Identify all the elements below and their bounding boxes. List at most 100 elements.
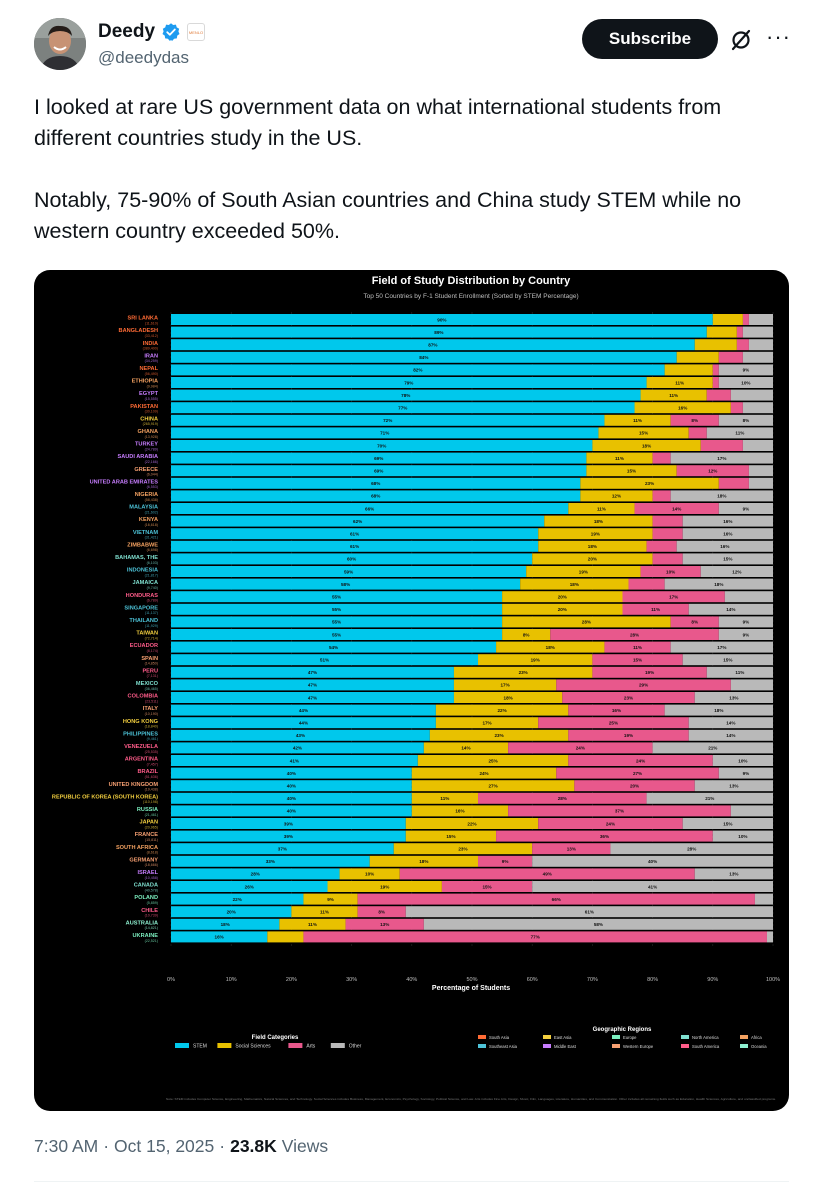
bar-segment <box>171 792 412 804</box>
bar-data-label: 17% <box>669 595 678 600</box>
bar-data-label: 36% <box>600 834 609 839</box>
bar-segment <box>766 931 773 943</box>
bar-data-label: 20% <box>558 595 567 600</box>
bar-data-label: 11% <box>440 796 449 801</box>
avatar[interactable] <box>34 18 86 70</box>
bar-data-label: 26% <box>245 884 254 889</box>
bar-segment <box>532 881 773 892</box>
country-label: NEPAL <box>139 366 158 372</box>
bar-segment <box>532 843 611 855</box>
tweet-time[interactable]: 7:30 AM <box>34 1135 99 1156</box>
legend-swatch <box>612 1044 620 1048</box>
bar-segment <box>267 931 304 943</box>
country-count-label: (18,840) <box>145 725 158 729</box>
bar-data-label: 40% <box>287 796 296 801</box>
bar-data-label: 25% <box>488 758 497 763</box>
country-label: GHANA <box>137 429 158 435</box>
legend-swatch <box>543 1044 551 1048</box>
bar-segment <box>171 339 695 351</box>
bar-data-label: 22% <box>233 897 242 902</box>
bar-data-label: 68% <box>371 494 380 499</box>
author-handle[interactable]: @deedydas <box>98 48 189 67</box>
x-tick-label: 60% <box>527 977 538 983</box>
bar-segment <box>411 780 575 792</box>
affiliate-badge[interactable]: MENLO <box>187 23 206 41</box>
tweet-date[interactable]: Oct 15, 2025 <box>114 1135 215 1156</box>
bar-data-label: 37% <box>278 847 287 852</box>
country-label: MALAYSIA <box>129 505 158 511</box>
bar-data-label: 19% <box>531 658 540 663</box>
bar-data-label: 13% <box>729 784 738 789</box>
legend-swatch <box>217 1043 232 1048</box>
bar-segment <box>592 440 701 451</box>
bar-data-label: 20% <box>588 557 597 562</box>
country-count-label: (6,553) <box>147 485 158 489</box>
country-count-label: (265,919) <box>143 422 158 426</box>
country-label: PAKISTAN <box>130 404 158 410</box>
bar-segment <box>171 477 581 489</box>
bar-data-label: 29% <box>639 683 648 688</box>
bar-segment <box>520 578 629 590</box>
subscribe-button[interactable]: Subscribe <box>582 19 718 59</box>
country-count-label: (8,174) <box>147 649 158 653</box>
bar-data-label: 11% <box>320 910 329 915</box>
bar-segment <box>646 377 713 388</box>
bar-segment <box>586 452 653 464</box>
country-count-label: (40,578) <box>145 888 158 892</box>
country-count-label: (11,137) <box>145 611 158 615</box>
bar-segment <box>478 654 593 666</box>
bar-data-label: 90% <box>437 317 446 322</box>
bar-data-label: 11% <box>735 431 744 436</box>
bar-data-label: 16% <box>612 708 621 713</box>
legend-label: North America <box>692 1035 719 1040</box>
bar-segment <box>688 717 773 729</box>
legend-swatch <box>478 1044 486 1048</box>
bar-data-label: 10% <box>666 569 675 574</box>
bar-segment <box>748 339 773 351</box>
bar-segment <box>682 528 773 540</box>
bar-segment <box>357 893 755 905</box>
legend-regions-title: Geographic Regions <box>593 1027 652 1033</box>
tweet-paragraph: I looked at rare US government data on w… <box>34 95 722 150</box>
bar-data-label: 44% <box>299 708 308 713</box>
bar-segment <box>718 767 773 779</box>
meta-separator: · <box>219 1135 226 1156</box>
bar-segment <box>171 440 593 451</box>
bar-data-label: 9% <box>327 897 334 902</box>
bar-segment <box>604 414 671 426</box>
bar-segment <box>700 440 743 451</box>
legend-swatch <box>288 1043 303 1048</box>
bar-segment <box>508 742 653 754</box>
country-label: ITALY <box>143 706 158 712</box>
bar-data-label: 10% <box>365 872 374 877</box>
bar-segment <box>730 389 773 401</box>
grok-icon[interactable] <box>728 27 754 53</box>
bar-data-label: 24% <box>636 758 645 763</box>
bar-segment <box>171 578 521 590</box>
bar-data-label: 15% <box>723 821 732 826</box>
country-count-label: (51,636) <box>145 775 158 779</box>
tweet-media-image[interactable]: Field of Study Distribution by Country T… <box>34 270 789 1111</box>
bar-segment <box>736 339 749 351</box>
bar-data-label: 55% <box>332 595 341 600</box>
bar-segment <box>694 339 737 351</box>
bar-data-label: 11% <box>597 506 606 511</box>
bar-segment <box>423 918 773 930</box>
country-label: INDIA <box>143 341 158 347</box>
bar-segment <box>718 503 773 514</box>
country-count-label: (14,821) <box>145 926 158 930</box>
bar-data-label: 43% <box>296 733 305 738</box>
bar-data-label: 23% <box>458 847 467 852</box>
bar-segment <box>724 591 773 603</box>
bar-segment <box>171 704 436 716</box>
affiliate-badge-text: MENLO <box>188 29 204 35</box>
bar-segment <box>754 893 773 905</box>
bar-data-label: 23% <box>494 733 503 738</box>
tweet-header: Deedy MENLO @deedydas Subscribe ··· <box>0 0 832 90</box>
bar-segment <box>646 540 677 552</box>
author-name[interactable]: Deedy <box>98 21 156 42</box>
legend-swatch <box>543 1035 551 1039</box>
bar-segment <box>568 503 635 514</box>
more-icon[interactable]: ··· <box>766 24 791 49</box>
country-count-label: (25,535) <box>145 750 158 754</box>
